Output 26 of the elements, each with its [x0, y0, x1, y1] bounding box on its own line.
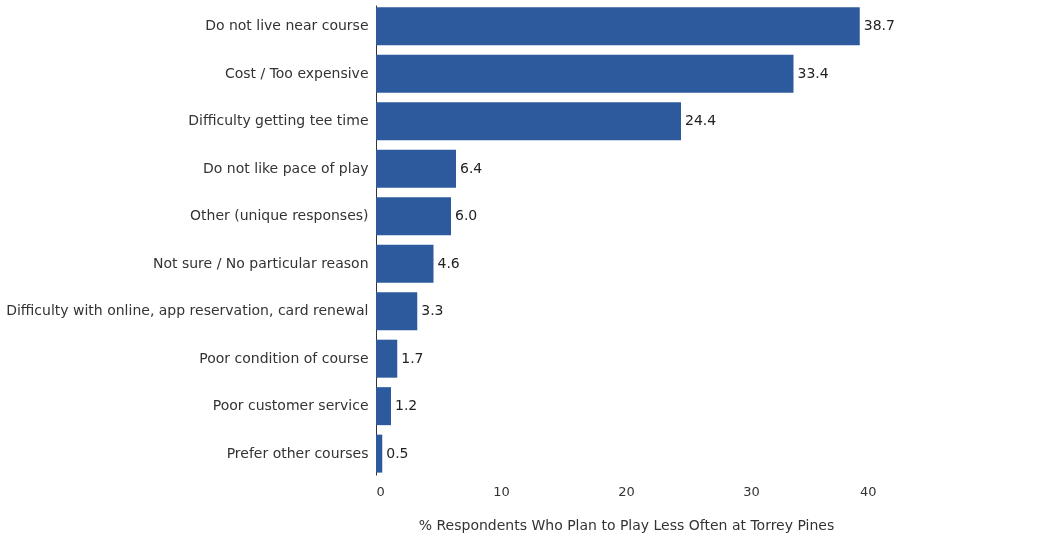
data-label: 33.4 [797, 64, 829, 81]
data-label: 38.7 [863, 17, 895, 34]
data-label: 6.0 [455, 207, 478, 224]
y-tick-label: Not sure / No particular reason [152, 254, 369, 271]
x-tick-label: 10 [493, 483, 510, 499]
y-tick-label: Difficulty with online, app reservation, card renewal [6, 302, 369, 319]
y-tick-label: Other (unique responses) [190, 207, 369, 224]
x-axis-title: % Respondents Who Plan to Play Less Often at Torrey Pines [418, 516, 835, 533]
y-tick-label: Prefer other courses [226, 444, 369, 461]
data-label: 4.6 [437, 254, 460, 271]
data-label: 1.2 [395, 397, 418, 414]
y-tick-label: Do not live near course [205, 17, 369, 34]
y-tick-label: Cost / Too expensive [224, 64, 369, 81]
data-label: 0.5 [386, 444, 409, 461]
data-label: 6.4 [460, 159, 483, 176]
x-tick-label: 30 [743, 483, 760, 499]
y-tick-label: Poor condition of course [199, 349, 369, 366]
y-tick-label: Do not like pace of play [203, 159, 369, 176]
x-tick-label: 0 [376, 483, 385, 499]
data-label: 3.3 [421, 302, 444, 319]
data-label: 1.7 [401, 349, 424, 366]
y-tick-label: Poor customer service [212, 397, 369, 414]
y-tick-label: Difficulty getting tee time [188, 112, 369, 129]
data-label: 24.4 [685, 112, 717, 129]
x-tick-label: 40 [859, 483, 877, 499]
x-tick-label: 20 [618, 483, 635, 499]
